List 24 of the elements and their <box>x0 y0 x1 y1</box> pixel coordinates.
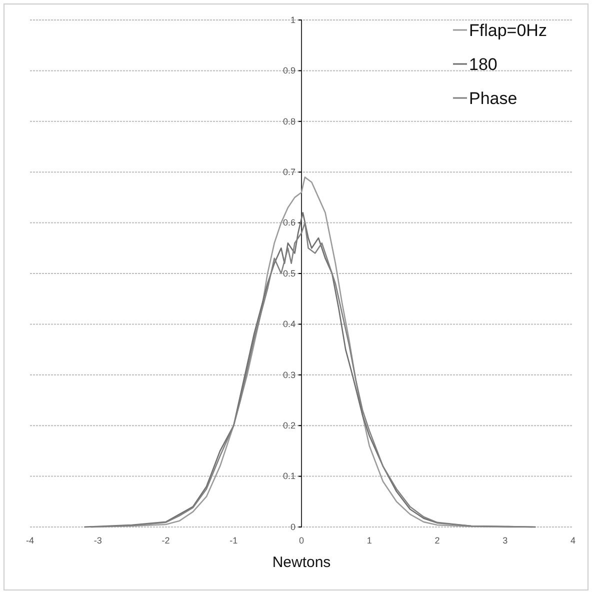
y-tick-label: 0.9 <box>282 66 296 76</box>
x-tick-label: -2 <box>162 535 170 546</box>
y-tick-label: 0.3 <box>282 370 296 380</box>
x-tick-label: 1 <box>366 535 372 546</box>
y-tick-label: 0.4 <box>282 319 296 330</box>
x-tick-label: 3 <box>502 535 508 546</box>
y-tick-label: 0.8 <box>282 116 296 126</box>
y-tick-label: 0 <box>290 522 296 532</box>
y-tick-label: 0.6 <box>282 218 296 228</box>
legend-label: Phase <box>469 89 518 108</box>
x-tick-label: -1 <box>230 535 238 546</box>
x-tick-label: -3 <box>94 535 102 546</box>
legend-label: 180 <box>469 55 498 74</box>
y-tick-label: 1 <box>290 14 296 25</box>
x-tick-label: 0 <box>298 535 304 546</box>
x-tick-label: 4 <box>570 535 576 546</box>
y-tick-label: 0.7 <box>282 166 296 177</box>
x-tick-label: 2 <box>434 535 440 546</box>
y-tick-label: 0.5 <box>282 268 296 278</box>
x-axis-title: Newtons <box>272 554 331 571</box>
legend-label: Fflap=0Hz <box>469 21 547 40</box>
x-tick-label: -4 <box>26 535 34 546</box>
y-tick-label: 0.1 <box>282 471 296 482</box>
y-tick-label: 0.2 <box>282 420 296 430</box>
